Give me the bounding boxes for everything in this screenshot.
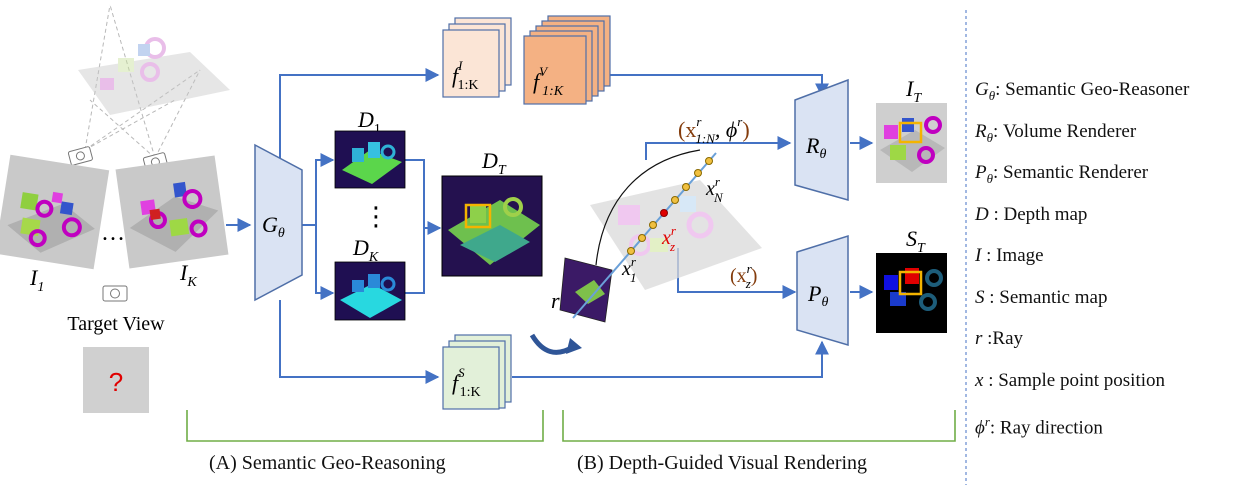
legend-text: : Semantic Renderer [993, 162, 1149, 183]
legend-symbol: r [975, 328, 983, 349]
ray-sampling: r (xr 1:N, ϕr) xr N xr z xr 1 (xr z) [529, 114, 762, 355]
legend-text: : Semantic map [984, 286, 1108, 308]
legend-symbol: R [975, 120, 987, 142]
legend-item: Gθ: Semantic Geo-Reasoner [975, 78, 1255, 120]
camera-icon [67, 146, 93, 166]
target-view-placeholder [83, 347, 149, 413]
svg-text:ST: ST [906, 226, 926, 256]
target-camera-icon [102, 285, 128, 302]
legend-symbol: ϕ [975, 417, 985, 439]
legend-symbol: G [975, 79, 989, 100]
svg-text:Pθ: Pθ [807, 281, 828, 310]
bracket-depth-guided-rendering [562, 410, 956, 442]
legend-item: Rθ: Volume Renderer [975, 120, 1255, 162]
first-point-label: xr 1 [621, 254, 637, 285]
legend-text: :Ray [982, 328, 1024, 349]
view-thumbnail-last [115, 155, 229, 269]
legend-item: r :Ray [975, 327, 1255, 369]
view-thumbnail-first [0, 154, 110, 270]
legend-text: : Semantic Geo-Reasoner [995, 79, 1190, 100]
unknown-mark: ? [109, 367, 123, 397]
svg-text:Gθ: Gθ [262, 212, 285, 241]
points-tuple-label: (xr 1:N, ϕr) [678, 114, 750, 146]
svg-text:IT: IT [905, 76, 922, 106]
label-first-view: I1 [29, 265, 44, 295]
last-point-label: xr N [705, 174, 724, 205]
rendered-image-output: IT [876, 76, 947, 183]
legend-symbol: I [975, 245, 982, 266]
legend-symbol: P [975, 162, 987, 183]
source-views: … Target View ? I1 IK [0, 4, 230, 413]
legend-item: x : Sample point position [975, 369, 1255, 411]
bracket-semantic-geo-reasoning [186, 410, 544, 442]
legend-text: : Image [981, 245, 1044, 266]
volume-feature-stack: fV 1:K [523, 15, 611, 105]
svg-text:DT: DT [481, 148, 507, 178]
ellipsis: … [101, 220, 125, 246]
ray-label: r [551, 288, 560, 313]
target-depth-map: DT [441, 148, 543, 277]
caption-b: (B) Depth-Guided Visual Rendering [577, 452, 868, 474]
surface-point-label: xr z [661, 223, 677, 254]
scene-thumbnail [78, 37, 230, 115]
legend-symbol: x [975, 369, 984, 391]
target-view-label: Target View [67, 313, 165, 335]
legend-item: S : Semantic map [975, 286, 1255, 328]
vertical-ellipsis: ⋮ [363, 202, 389, 232]
legend-item: Pθ: Semantic Renderer [975, 161, 1255, 203]
semantic-feature-stack: fS 1:K [442, 334, 512, 410]
depth-map-last: DK [334, 235, 406, 321]
curved-arrow-icon [529, 333, 575, 355]
semantic-renderer: Pθ [796, 234, 849, 347]
svg-text:fV1:K: fV 1:K [533, 64, 564, 99]
surface-point-tuple-label: (xr z) [730, 261, 757, 291]
svg-text:D1: D1 [357, 107, 381, 137]
svg-text:DK: DK [352, 235, 379, 265]
legend-symbol: S [975, 286, 985, 308]
legend-subscript: θ [986, 129, 993, 145]
legend-symbol: D [975, 203, 989, 225]
connections [226, 68, 874, 384]
caption-a: (A) Semantic Geo-Reasoning [209, 452, 446, 474]
legend-item: D : Depth map [975, 203, 1255, 245]
legend-superscript: r [984, 414, 990, 429]
legend-text: : Depth map [988, 203, 1088, 225]
legend-item: ϕr: Ray direction [975, 410, 1255, 452]
semantic-geo-reasoner: Gθ [254, 143, 303, 302]
depth-map-first: D1 [334, 107, 406, 189]
legend-text: : Sample point position [983, 369, 1165, 391]
image-feature-stack: fI 1:K [442, 17, 512, 98]
semantic-map-output: ST [876, 226, 947, 333]
label-last-view: IK [179, 260, 197, 290]
svg-text:fI1:K: fI 1:K [452, 58, 478, 93]
svg-text:Rθ: Rθ [805, 133, 826, 162]
legend-subscript: θ [986, 170, 993, 186]
svg-text:fS1:K: fS 1:K [452, 365, 481, 400]
volume-renderer: Rθ [794, 78, 849, 201]
legend: Gθ: Semantic Geo-Reasoner Rθ: Volume Rend… [975, 78, 1255, 452]
legend-subscript: θ [988, 87, 996, 103]
legend-text: : Volume Renderer [993, 120, 1137, 142]
legend-item: I : Image [975, 244, 1255, 286]
legend-text: : Ray direction [989, 417, 1103, 439]
